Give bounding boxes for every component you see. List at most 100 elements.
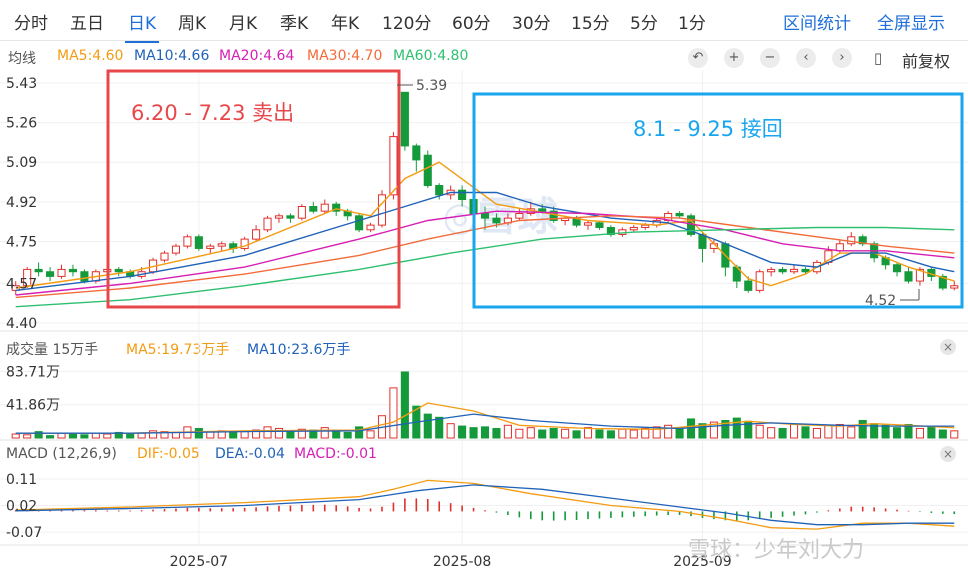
dif-legend: DIF:-0.05 bbox=[137, 446, 200, 462]
candle-body bbox=[355, 215, 364, 231]
volume-bar bbox=[171, 431, 181, 439]
candle-type-icon[interactable]: ▯ bbox=[873, 49, 883, 67]
volume-bar bbox=[835, 423, 844, 439]
candle-body bbox=[183, 236, 192, 247]
tab-15min[interactable]: 15分 bbox=[571, 14, 610, 34]
volume-bar bbox=[526, 427, 535, 439]
volume-bar bbox=[320, 427, 329, 439]
volume-bar bbox=[938, 429, 947, 439]
candle-body bbox=[366, 224, 375, 231]
ma60-legend: MA60:4.80 bbox=[393, 48, 469, 64]
candle-body bbox=[400, 91, 409, 147]
candle-body bbox=[778, 268, 787, 273]
volume-bar bbox=[194, 427, 203, 439]
volume-bars bbox=[11, 371, 959, 439]
price-tick-label: 4.75 bbox=[6, 234, 37, 250]
tab-quarterly-k[interactable]: 季K bbox=[280, 14, 309, 34]
tab-weekly-k[interactable]: 周K bbox=[178, 14, 207, 34]
close-macd-panel-icon[interactable]: × bbox=[940, 446, 956, 462]
tab-daily-k[interactable]: 日K bbox=[124, 9, 160, 43]
candle-body bbox=[801, 268, 810, 273]
volume-bar bbox=[904, 423, 913, 439]
ma20-line bbox=[15, 210, 955, 296]
undo-icon[interactable]: ↶ bbox=[688, 48, 708, 68]
volume-bar bbox=[389, 387, 398, 439]
candle-body bbox=[263, 217, 272, 231]
volume-bar bbox=[103, 433, 112, 439]
candle-body bbox=[309, 205, 318, 212]
x-tick-label: 2025-07 bbox=[170, 554, 229, 570]
ma-legend-title: 均线 bbox=[8, 51, 36, 67]
price-tick-label: 4.92 bbox=[6, 195, 37, 211]
volume-bar bbox=[847, 426, 856, 439]
scroll-right-icon[interactable]: › bbox=[832, 48, 852, 68]
volume-bar bbox=[229, 431, 238, 439]
chart-grid bbox=[0, 70, 968, 546]
buy-back-period-box bbox=[472, 92, 964, 309]
tab-yearly-k[interactable]: 年K bbox=[331, 14, 360, 34]
candle-body bbox=[492, 217, 501, 224]
volume-ma-lines bbox=[15, 402, 955, 434]
volume-bar bbox=[583, 427, 593, 439]
volume-bar bbox=[114, 431, 123, 439]
volume-bar bbox=[263, 426, 272, 439]
candle-body bbox=[595, 222, 604, 228]
candle-body bbox=[767, 268, 776, 273]
zoom-in-icon[interactable]: + bbox=[724, 48, 744, 68]
volume-bar bbox=[480, 426, 490, 439]
volume-bar bbox=[606, 430, 615, 439]
x-tick-label: 2025-09 bbox=[673, 554, 732, 570]
candle-body bbox=[629, 226, 638, 231]
ma10-legend: MA10:4.66 bbox=[134, 48, 210, 64]
zoom-out-icon[interactable]: − bbox=[760, 48, 780, 68]
tab-60min[interactable]: 60分 bbox=[452, 14, 491, 34]
dea-line bbox=[15, 484, 955, 526]
volume-bar bbox=[824, 424, 833, 439]
buy-back-period-label: 8.1 - 9.25 接回 bbox=[633, 117, 783, 141]
candle-body bbox=[412, 145, 421, 161]
candle-body bbox=[68, 268, 78, 273]
volume-bar bbox=[91, 432, 100, 439]
moving-average-lines bbox=[15, 161, 955, 308]
volume-bar bbox=[240, 431, 249, 439]
tab-120min[interactable]: 120分 bbox=[382, 14, 432, 34]
price-tick-label: 4.40 bbox=[6, 316, 37, 332]
candle-body bbox=[847, 236, 856, 245]
ma60-line bbox=[15, 226, 955, 308]
volume-bar bbox=[160, 431, 169, 439]
axis-labels: 5.43 5.26 5.09 4.92 4.75 4.57 4.40 83.71万 41.86万… bbox=[6, 76, 732, 570]
scroll-left-icon[interactable]: ‹ bbox=[796, 48, 816, 68]
macd-tick-label: -0.07 bbox=[6, 525, 42, 541]
high-price-label: 5.39 bbox=[416, 78, 447, 94]
volume-tick-label: 41.86万 bbox=[6, 398, 60, 414]
tab-30min[interactable]: 30分 bbox=[512, 14, 551, 34]
volume-bar bbox=[68, 433, 78, 439]
ma10-line bbox=[15, 191, 955, 292]
volume-bar bbox=[858, 420, 867, 439]
volume-bar bbox=[812, 427, 821, 439]
tab-intraday[interactable]: 分时 bbox=[14, 14, 48, 34]
volume-bar bbox=[595, 429, 604, 439]
price-adjust-toggle[interactable]: 前复权 bbox=[902, 52, 951, 71]
volume-bar bbox=[80, 434, 89, 439]
tab-five-day[interactable]: 五日 bbox=[70, 14, 104, 34]
candle-body bbox=[332, 203, 341, 212]
volume-ma10-line bbox=[15, 413, 955, 434]
tab-5min[interactable]: 5分 bbox=[630, 14, 658, 34]
candle-body bbox=[915, 268, 924, 282]
sell-period-box bbox=[106, 69, 401, 309]
volume-bar bbox=[515, 428, 524, 439]
volume-bar bbox=[767, 427, 776, 439]
candle-body bbox=[458, 189, 467, 201]
tab-1min[interactable]: 1分 bbox=[678, 14, 706, 34]
volume-bar bbox=[503, 424, 512, 439]
tab-monthly-k[interactable]: 月K bbox=[229, 14, 258, 34]
ma5-legend: MA5:4.60 bbox=[57, 48, 124, 64]
candle-body bbox=[744, 280, 753, 291]
interval-stats-button[interactable]: 区间统计 bbox=[783, 14, 851, 34]
volume-bar bbox=[297, 428, 306, 439]
candle-body bbox=[320, 203, 329, 212]
close-volume-panel-icon[interactable]: × bbox=[940, 339, 956, 355]
fullscreen-button[interactable]: 全屏显示 bbox=[877, 14, 945, 34]
